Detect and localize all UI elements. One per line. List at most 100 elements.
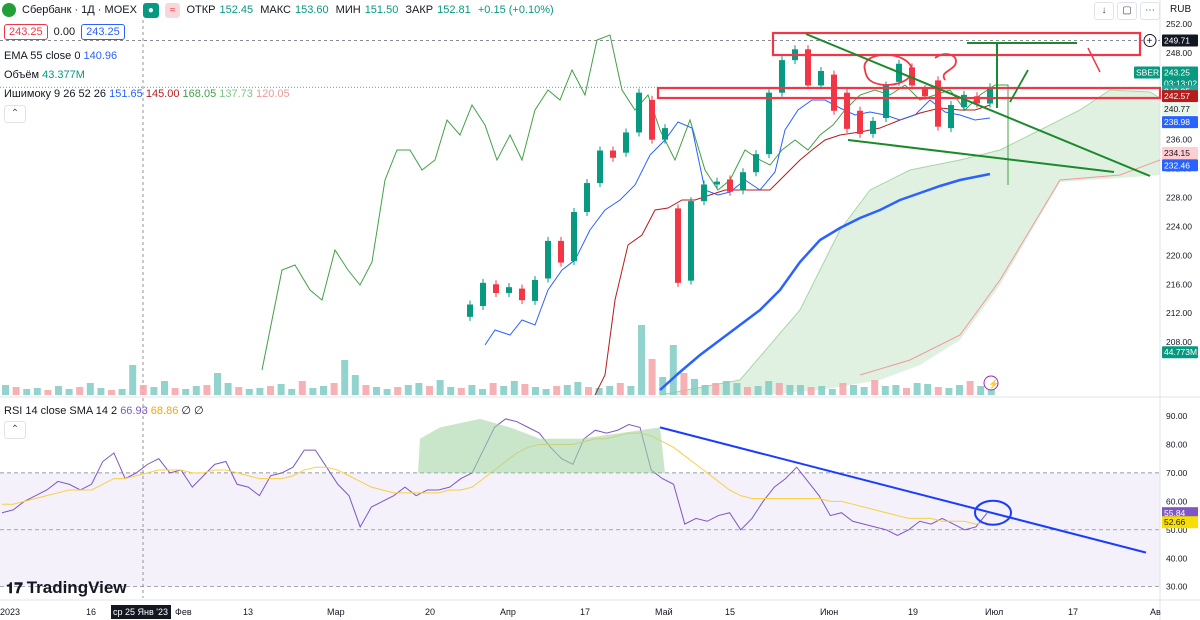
rsi-legend[interactable]: RSI 14 close SMA 14 2 66.93 68.86 ∅ ∅ xyxy=(4,405,204,417)
time-axis-tick: Ав xyxy=(1150,607,1161,617)
candle-body xyxy=(987,87,993,104)
ichimoku-legend[interactable]: Ишимоку 9 26 52 26 151.65 145.00 168.05 … xyxy=(4,88,290,100)
volume-bar xyxy=(224,383,232,395)
volume-bar xyxy=(775,383,783,395)
volume-bar xyxy=(76,387,84,395)
add-alert-icon-glyph: + xyxy=(1147,36,1153,47)
candle-body xyxy=(506,287,512,293)
candle-body xyxy=(727,179,733,192)
volume-bar xyxy=(765,381,773,395)
volume-bar xyxy=(298,381,306,395)
volume-bar xyxy=(712,383,720,395)
price-axis-label xyxy=(1162,90,1198,103)
price-axis-tick: 224.00 xyxy=(1166,221,1192,231)
price-axis-label-text: 249.71 xyxy=(1164,36,1190,46)
volume-bar xyxy=(701,385,709,395)
volume-bar xyxy=(118,389,126,395)
volume-bar xyxy=(510,381,518,395)
more-icon[interactable]: ⋯ xyxy=(1140,2,1160,20)
volume-bar xyxy=(881,386,889,395)
question-mark-scribble xyxy=(934,53,957,81)
ema-legend[interactable]: EMA 55 close 0 140.96 xyxy=(4,50,118,62)
volume-bar xyxy=(97,388,105,395)
currency-label[interactable]: RUB xyxy=(1170,4,1192,15)
candle-body xyxy=(857,110,863,134)
volume-bar xyxy=(256,388,264,395)
flash-icon xyxy=(983,375,999,391)
volume-bar xyxy=(585,387,592,395)
candle-body xyxy=(922,89,928,97)
candle-body xyxy=(584,183,590,212)
volume-bar xyxy=(691,379,698,395)
time-axis-tick: Июл xyxy=(985,607,1003,617)
volume-bar xyxy=(839,383,847,395)
collapse-legend-button[interactable]: ⌃ xyxy=(4,105,26,123)
volume-bar xyxy=(934,387,942,395)
price-axis-label-text: 240.77 xyxy=(1164,104,1190,114)
volume-bar xyxy=(489,383,497,395)
volume-bar xyxy=(139,385,147,395)
time-axis-tick: 17 xyxy=(580,607,590,617)
volume-bar xyxy=(203,385,211,395)
volume-legend[interactable]: Объём 43.377M xyxy=(4,69,85,81)
volume-bar xyxy=(214,373,221,395)
time-axis-tick: 2023 xyxy=(0,607,20,617)
volume-bar xyxy=(65,389,73,395)
maximize-icon[interactable]: ▢ xyxy=(1117,2,1137,20)
candle-body xyxy=(701,184,707,202)
symbol-name[interactable]: Сбербанк · 1Д · MOEX xyxy=(22,4,137,16)
volume-bar xyxy=(129,365,137,395)
volume-bar xyxy=(638,325,645,395)
ichimoku-lead-a xyxy=(659,89,1161,396)
volume-bar xyxy=(563,385,571,395)
price-axis-tick: 220.00 xyxy=(1166,250,1192,260)
sell-price[interactable]: 243.25 xyxy=(4,24,48,40)
rsi-axis-tick: 60.00 xyxy=(1166,496,1188,506)
volume-bar xyxy=(33,388,41,395)
volume-bar xyxy=(722,381,730,395)
volume-bar xyxy=(680,373,688,395)
candle-body xyxy=(714,181,720,185)
volume-bar xyxy=(542,389,550,395)
buy-price[interactable]: 243.25 xyxy=(81,24,125,40)
triangle-lower-line xyxy=(847,139,1115,173)
volume-bar xyxy=(956,385,963,395)
volume-bar xyxy=(669,345,677,395)
volume-bar xyxy=(309,388,317,395)
volume-bar xyxy=(320,386,327,395)
volume-bar xyxy=(977,386,985,395)
candle-body xyxy=(675,208,681,283)
price-axis-label xyxy=(1162,147,1198,160)
volume-bar xyxy=(818,386,826,395)
trade-panel: 243.25 0.00 243.25 xyxy=(4,24,125,40)
time-axis-tick: 13 xyxy=(243,607,253,617)
volume-bar xyxy=(627,386,635,395)
price-axis-tick: 212.00 xyxy=(1166,308,1192,318)
spread-value: 0.00 xyxy=(53,26,76,38)
price-axis-label xyxy=(1162,103,1198,116)
volume-bar xyxy=(616,383,624,395)
volume-bar xyxy=(786,385,794,395)
volume-bar xyxy=(468,385,476,395)
up-arrow-line xyxy=(1009,69,1029,103)
volume-bar xyxy=(394,387,402,395)
volume-bar xyxy=(23,389,31,395)
candle-body xyxy=(740,172,746,191)
scroll-down-icon[interactable]: ↓ xyxy=(1094,2,1114,20)
indicator-toggle-icon[interactable]: ≈ xyxy=(164,2,181,18)
price-axis-label-text: 238.98 xyxy=(1164,117,1190,127)
volume-bar xyxy=(807,387,815,395)
collapse-rsi-legend-button[interactable]: ⌃ xyxy=(4,421,26,439)
volume-bar xyxy=(192,386,200,395)
volume-bar xyxy=(277,384,285,395)
price-axis-label-text: 03:13:02 xyxy=(1164,78,1197,88)
volume-bar xyxy=(595,388,603,395)
add-alert-icon xyxy=(1143,34,1157,48)
symbol-header: Сбербанк · 1Д · MOEX ● ≈ ОТКР 152.45 МАКС… xyxy=(0,0,554,20)
rsi-axis-tick: 70.00 xyxy=(1166,468,1188,478)
market-status-icon: ● xyxy=(142,2,159,18)
candle-body xyxy=(636,92,642,133)
volume-bar xyxy=(966,381,974,395)
price-axis-label-text: 242.57 xyxy=(1164,91,1190,101)
